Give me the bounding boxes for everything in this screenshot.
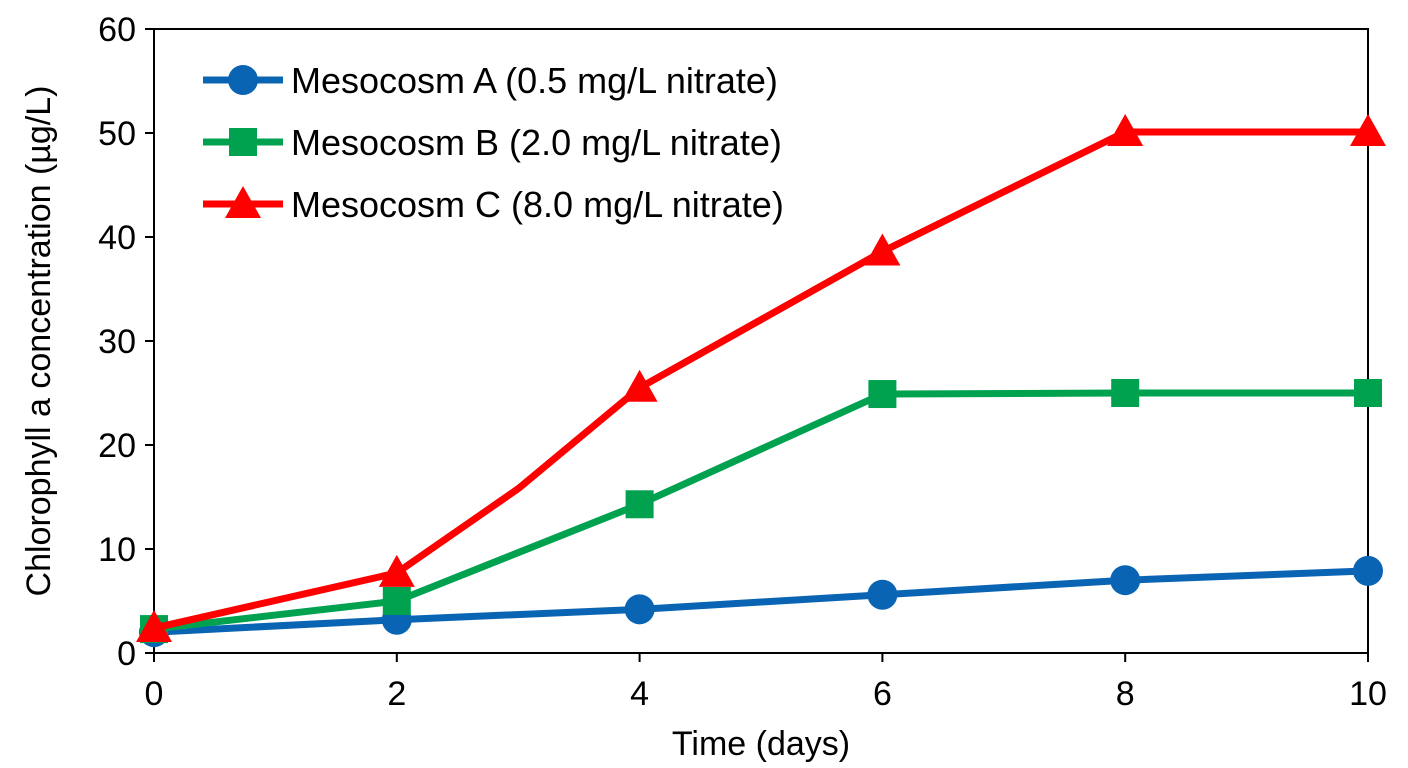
legend-marker — [228, 65, 258, 95]
legend-item: Mesocosm C (8.0 mg/L nitrate) — [203, 184, 784, 225]
x-tick-label: 8 — [1116, 675, 1135, 713]
data-point — [1111, 379, 1140, 407]
y-axis-title: Chlorophyll a concentration (µg/L) — [20, 86, 58, 597]
x-tick-label: 6 — [873, 675, 892, 713]
legend-label: Mesocosm C (8.0 mg/L nitrate) — [291, 184, 784, 225]
x-tick-label: 4 — [630, 675, 649, 713]
legend: Mesocosm A (0.5 mg/L nitrate) Mesocosm B … — [203, 60, 784, 225]
y-tick-label: 60 — [98, 11, 136, 49]
legend-label: Mesocosm A (0.5 mg/L nitrate) — [291, 60, 778, 101]
y-tick-label: 30 — [98, 323, 136, 361]
x-tick-label: 2 — [387, 675, 406, 713]
series-line — [153, 389, 1368, 633]
data-point — [864, 233, 901, 266]
legend-label: Mesocosm B (2.0 mg/L nitrate) — [291, 122, 782, 163]
data-point — [382, 587, 411, 615]
data-point — [1110, 565, 1141, 596]
data-point — [625, 490, 654, 519]
axis-ticks: 0 10 20 30 40 50 60 0 2 4 6 8 10 — [98, 11, 1387, 713]
y-tick-label: 10 — [98, 531, 136, 569]
y-tick-label: 20 — [98, 427, 136, 465]
legend-marker — [229, 128, 257, 156]
x-axis-title: Time (days) — [672, 725, 850, 763]
data-point — [378, 554, 415, 587]
data-point — [1350, 113, 1386, 146]
y-tick-label: 50 — [98, 115, 136, 153]
data-point — [1107, 113, 1144, 146]
legend-item: Mesocosm A (0.5 mg/L nitrate) — [203, 60, 778, 101]
data-point — [868, 380, 897, 409]
legend-marker — [225, 186, 261, 218]
data-point — [624, 594, 655, 625]
y-tick-label: 40 — [98, 219, 136, 257]
data-point — [1354, 379, 1382, 407]
series-2 — [136, 113, 1386, 643]
data-point — [621, 369, 658, 402]
series-line — [153, 567, 1369, 636]
legend-item: Mesocosm B (2.0 mg/L nitrate) — [203, 122, 782, 163]
series-layer — [136, 113, 1386, 648]
data-point — [867, 579, 898, 610]
data-point — [136, 610, 172, 643]
x-tick-label: 0 — [145, 675, 164, 713]
y-tick-label: 0 — [117, 635, 136, 673]
data-point — [1353, 555, 1383, 586]
x-tick-label: 10 — [1349, 675, 1387, 713]
